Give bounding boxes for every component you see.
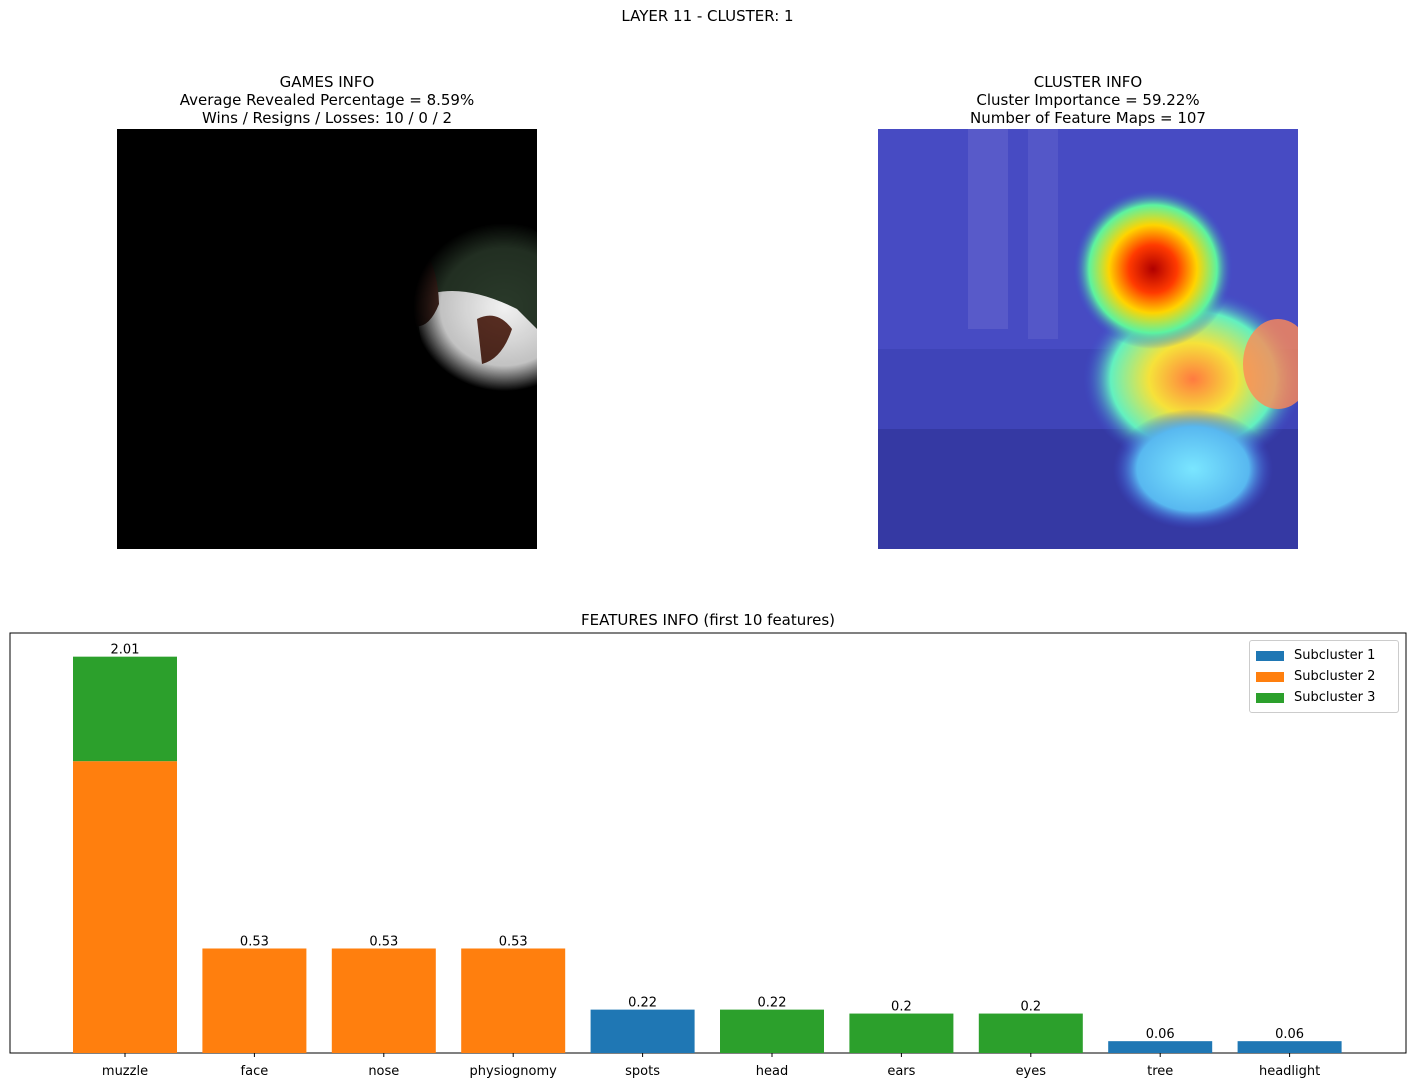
x-tick-label: physiognomy <box>470 1064 558 1079</box>
bar-value-label: 0.53 <box>240 934 269 949</box>
x-tick-label: eyes <box>1016 1064 1047 1079</box>
x-tick-label: headlight <box>1259 1064 1320 1079</box>
chart-title: FEATURES INFO (first 10 features) <box>581 611 835 629</box>
bar-face-subcluster-2 <box>202 948 307 1053</box>
legend-swatch-subcluster-3 <box>1256 692 1284 703</box>
x-tick-label: ears <box>887 1064 915 1079</box>
plot-area-frame <box>9 632 1407 1054</box>
cluster-importance: Cluster Importance = 59.22% <box>976 91 1200 109</box>
legend-item-subcluster-1: Subcluster 1 <box>1256 645 1392 666</box>
bar-headlight-subcluster-1 <box>1237 1041 1342 1053</box>
wins-resigns-losses: Wins / Resigns / Losses: 10 / 0 / 2 <box>201 109 453 127</box>
bars-layer <box>73 656 1342 1053</box>
bar-muzzle-subcluster-3 <box>73 656 177 762</box>
labels-layer: 2.01 muzzle 0.53 face 0.53 nose 0.53 physiognom… <box>102 643 1320 1079</box>
average-revealed-percentage: Average Revealed Percentage = 8.59% <box>179 91 475 109</box>
games-info-title: GAMES INFO Average Revealed Percentage =… <box>117 73 537 127</box>
number-of-feature-maps: Number of Feature Maps = 107 <box>970 109 1206 127</box>
legend-label-subcluster-2: Subcluster 2 <box>1294 669 1376 684</box>
bar-value-label: 2.01 <box>111 643 140 658</box>
figure-title: LAYER 11 - CLUSTER: 1 <box>621 7 794 25</box>
games-info-heading: GAMES INFO <box>279 73 375 91</box>
bar-nose-subcluster-2 <box>331 948 436 1053</box>
x-tick-label: muzzle <box>102 1064 148 1079</box>
bar-value-label: 0.06 <box>1146 1027 1175 1042</box>
chart-legend: Subcluster 1 Subcluster 2 Subcluster 3 <box>1249 640 1399 713</box>
bar-physiognomy-subcluster-2 <box>461 948 566 1053</box>
bar-ears-subcluster-3 <box>849 1013 954 1053</box>
bar-value-label: 0.06 <box>1275 1027 1304 1042</box>
x-tick-label: head <box>756 1064 788 1079</box>
cluster-info-heading: CLUSTER INFO <box>1033 73 1143 91</box>
bar-tree-subcluster-1 <box>1108 1041 1213 1053</box>
legend-label-subcluster-3: Subcluster 3 <box>1294 690 1376 705</box>
bar-value-label: 0.2 <box>891 1000 912 1015</box>
legend-item-subcluster-3: Subcluster 3 <box>1256 687 1392 708</box>
legend-swatch-subcluster-1 <box>1256 650 1284 661</box>
bar-spots-subcluster-1 <box>590 1009 695 1053</box>
x-tick-label: face <box>241 1064 269 1079</box>
legend-swatch-subcluster-2 <box>1256 671 1284 682</box>
bar-value-label: 0.53 <box>369 934 398 949</box>
bar-value-label: 0.2 <box>1020 1000 1041 1015</box>
x-tick-label: tree <box>1147 1064 1173 1079</box>
legend-label-subcluster-1: Subcluster 1 <box>1294 648 1376 663</box>
bar-eyes-subcluster-3 <box>978 1013 1083 1053</box>
x-tick-label: spots <box>625 1064 660 1079</box>
cluster-heatmap-image <box>878 129 1298 549</box>
x-tick-label: nose <box>368 1064 399 1079</box>
cluster-info-title: CLUSTER INFO Cluster Importance = 59.22%… <box>878 73 1298 127</box>
legend-item-subcluster-2: Subcluster 2 <box>1256 666 1392 687</box>
bar-value-label: 0.22 <box>758 996 787 1011</box>
bar-head-subcluster-3 <box>720 1009 824 1053</box>
bar-value-label: 0.22 <box>628 996 657 1011</box>
bar-muzzle-subcluster-2 <box>73 761 177 1053</box>
revealed-dog-image <box>117 129 537 549</box>
bar-value-label: 0.53 <box>499 934 528 949</box>
